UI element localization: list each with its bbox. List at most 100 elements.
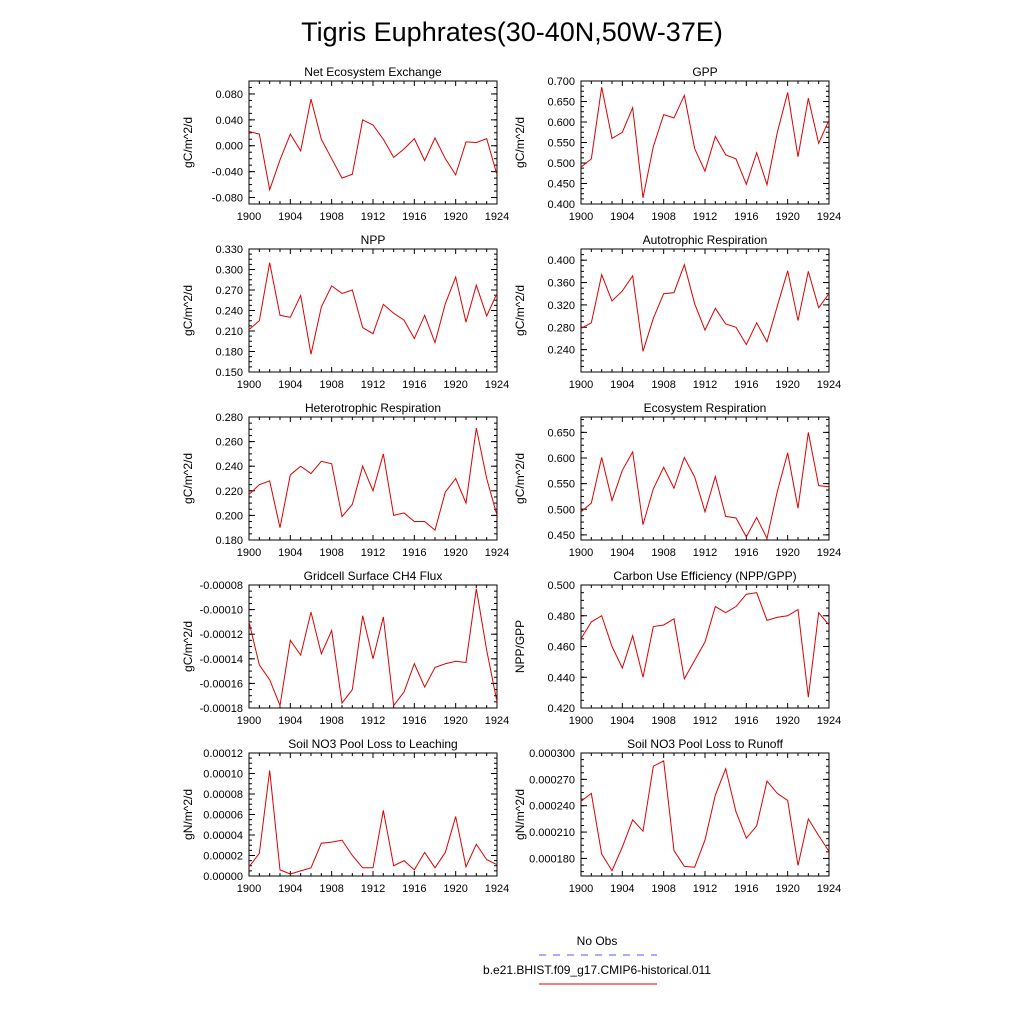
panel-9: Soil NO3 Pool Loss to Leaching gN/m^2/d 19…	[181, 737, 509, 895]
x-tick-label: 1904	[610, 547, 634, 559]
x-tick-label: 1920	[775, 547, 799, 559]
y-tick-label: 0.080	[215, 89, 243, 101]
series-line	[580, 262, 830, 352]
y-axis-label: gC/m^2/d	[181, 117, 195, 168]
panel-frame	[248, 416, 498, 541]
y-tick-label: -0.00016	[200, 678, 243, 690]
x-tick-label: 1900	[237, 211, 261, 223]
y-tick-label: -0.00012	[200, 629, 243, 641]
y-tick-label: 0.500	[547, 580, 575, 592]
x-tick-label: 1912	[693, 547, 717, 559]
y-tick-label: 0.400	[547, 255, 575, 267]
y-tick-label: 0.270	[215, 285, 243, 297]
panel-1: Net Ecosystem Exchange gC/m^2/d 1900 1904 19…	[181, 65, 509, 223]
x-tick-label: 1920	[775, 379, 799, 391]
x-tick-label: 1924	[485, 211, 509, 223]
series-line	[580, 760, 830, 872]
y-tick-label: 0.600	[547, 453, 575, 465]
y-tick-label: 0.00012	[203, 748, 243, 760]
x-tick-label: 1916	[734, 883, 758, 895]
x-tick-label: 1912	[361, 547, 385, 559]
x-tick-label: 1904	[278, 379, 302, 391]
y-tick-label: 0.040	[215, 115, 243, 127]
x-tick-label: 1904	[610, 211, 634, 223]
x-tick-label: 1908	[651, 211, 675, 223]
x-tick-label: 1908	[319, 883, 343, 895]
panel-frame	[248, 248, 498, 373]
y-tick-label: 0.150	[215, 367, 243, 379]
y-tick-label: 0.180	[215, 347, 243, 359]
x-tick-label: 1924	[817, 211, 841, 223]
y-tick-label: 0.500	[547, 158, 575, 170]
y-tick-label: -0.00008	[200, 580, 243, 592]
x-tick-label: 1916	[402, 211, 426, 223]
y-tick-label: 0.240	[547, 345, 575, 357]
y-tick-label: 0.420	[547, 703, 575, 715]
y-tick-label: 0.000300	[529, 748, 575, 760]
x-tick-label: 1916	[734, 715, 758, 727]
x-tick-label: 1908	[651, 547, 675, 559]
x-tick-label: 1912	[693, 883, 717, 895]
panel-title: Soil NO3 Pool Loss to Runoff	[627, 737, 784, 751]
y-tick-label: 0.220	[215, 486, 243, 498]
panel-frame	[580, 584, 830, 709]
x-tick-label: 1908	[651, 883, 675, 895]
x-tick-label: 1924	[485, 883, 509, 895]
panel-title: Net Ecosystem Exchange	[304, 65, 442, 79]
x-tick-label: 1900	[237, 547, 261, 559]
y-tick-label: -0.080	[212, 193, 243, 205]
x-tick-label: 1904	[278, 715, 302, 727]
x-tick-label: 1916	[734, 547, 758, 559]
series-line	[248, 770, 498, 875]
series-line	[248, 427, 498, 532]
series-line	[248, 99, 498, 192]
y-tick-label: 0.00002	[203, 851, 243, 863]
y-tick-label: -0.040	[212, 167, 243, 179]
y-axis-label: gC/m^2/d	[181, 453, 195, 504]
y-tick-label: 0.700	[547, 76, 575, 88]
x-tick-label: 1908	[319, 379, 343, 391]
y-tick-label: 0.00008	[203, 789, 243, 801]
x-tick-label: 1904	[278, 883, 302, 895]
y-tick-label: 0.000210	[529, 827, 575, 839]
y-tick-label: 0.000180	[529, 853, 575, 865]
panel-frame	[248, 80, 498, 205]
x-tick-label: 1916	[402, 883, 426, 895]
y-tick-label: 0.00000	[203, 871, 243, 883]
series-line	[248, 588, 498, 708]
y-tick-label: 0.650	[547, 427, 575, 439]
panel-title: GPP	[692, 65, 717, 79]
panel-title: Heterotrophic Respiration	[305, 401, 441, 415]
legend-model-label: b.e21.BHIST.f09_g17.CMIP6-historical.011	[483, 963, 711, 977]
x-tick-label: 1920	[775, 883, 799, 895]
x-tick-label: 1920	[443, 379, 467, 391]
x-tick-label: 1900	[569, 715, 593, 727]
x-tick-label: 1900	[569, 547, 593, 559]
panel-4: Autotrophic Respiration gC/m^2/d 1900 1904 1…	[513, 233, 841, 391]
x-tick-label: 1920	[443, 715, 467, 727]
legend-obs-label: No Obs	[577, 934, 618, 948]
y-axis-label: gC/m^2/d	[181, 285, 195, 336]
x-tick-label: 1900	[569, 379, 593, 391]
y-axis-label: gN/m^2/d	[181, 789, 195, 840]
y-tick-label: 0.440	[547, 672, 575, 684]
panel-title: Carbon Use Efficiency (NPP/GPP)	[613, 569, 796, 583]
panel-5: Heterotrophic Respiration gC/m^2/d 1900 190…	[181, 401, 509, 559]
x-tick-label: 1904	[610, 883, 634, 895]
x-tick-label: 1908	[651, 715, 675, 727]
x-tick-label: 1912	[693, 715, 717, 727]
y-tick-label: 0.00006	[203, 810, 243, 822]
x-tick-label: 1904	[610, 715, 634, 727]
x-tick-label: 1900	[237, 883, 261, 895]
y-tick-label: 0.000	[215, 141, 243, 153]
y-tick-label: 0.450	[547, 530, 575, 542]
y-tick-label: 0.500	[547, 504, 575, 516]
panel-title: Autotrophic Respiration	[643, 233, 768, 247]
series-line	[580, 592, 830, 698]
y-axis-label: gC/m^2/d	[181, 621, 195, 672]
x-tick-label: 1920	[443, 547, 467, 559]
y-tick-label: 0.650	[547, 97, 575, 109]
y-tick-label: -0.00010	[200, 605, 243, 617]
y-tick-label: 0.000270	[529, 774, 575, 786]
y-tick-label: 0.180	[215, 535, 243, 547]
